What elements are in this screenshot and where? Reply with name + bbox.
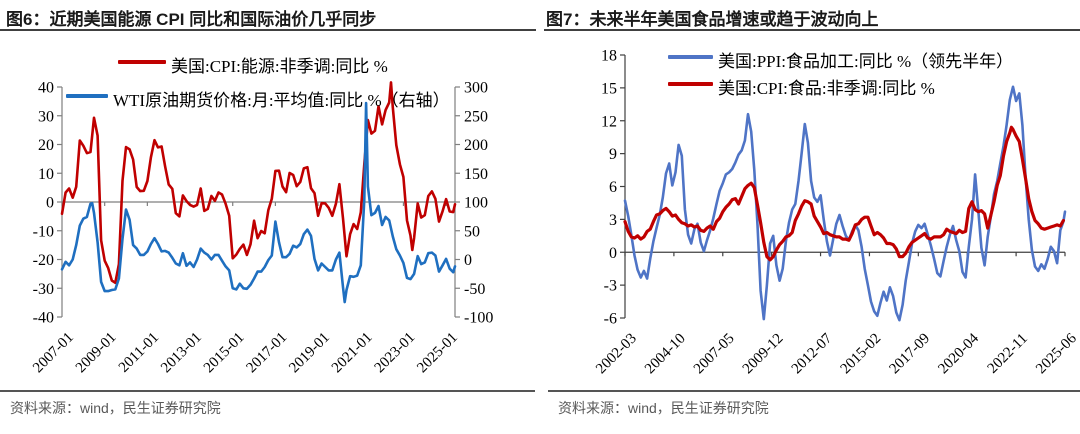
y-axis-left-label: 30 <box>38 108 54 125</box>
y-axis-left-label: 40 <box>38 80 54 97</box>
series-line-1 <box>623 125 1065 262</box>
figure6-legend-label-wti: WTI原油期货价格:月:平均值:同比 %（右轴） <box>113 91 450 110</box>
x-tick-label: 2007-05 <box>691 331 738 378</box>
y-axis-right-label: 50 <box>464 223 480 240</box>
figure7-panel: 图7：未来半年美国食品增速或趋于波动向上 2002-03 2004-10 2007-… <box>540 0 1080 434</box>
figure7-legend-label-cpi-food: 美国:CPI:食品:非季调:同比 % <box>718 79 935 98</box>
y-axis-right-label: 300 <box>464 80 488 97</box>
y-axis-right-label: 250 <box>464 108 488 125</box>
figure6-title-underline <box>0 29 536 31</box>
x-tick-label: 2022-11 <box>985 331 1031 377</box>
y-axis-left-label: 12 <box>601 113 617 130</box>
x-tick-label: 2012-07 <box>789 330 836 377</box>
x-tick-label: 2015-02 <box>838 331 885 378</box>
figure7-legend-line-red <box>668 82 713 86</box>
y-axis-right-label: 150 <box>464 166 488 183</box>
y-axis-left-label: 18 <box>601 48 617 65</box>
y-axis-left-label: 0 <box>609 245 617 262</box>
x-tick-label: 2020-04 <box>935 330 982 377</box>
figure7-source-note: 资料来源：wind，民生证券研究院 <box>558 400 769 416</box>
series-line-1 <box>60 101 457 304</box>
x-tick-label: 2004-10 <box>642 331 689 378</box>
y-axis-left-label: 3 <box>609 212 617 229</box>
y-axis-right-label: -50 <box>464 281 485 298</box>
figure6-legend-label-cpi-energy: 美国:CPI:能源:非季调:同比 % <box>171 57 388 76</box>
x-tick-label: 2011-01 <box>116 330 162 376</box>
figure7-legend-line-blue <box>668 55 713 59</box>
figure7-line-chart: 2002-03 2004-10 2007-05 2009-12 2012-07 2015-… <box>593 48 1080 378</box>
y-axis-left-label: 0 <box>46 195 54 212</box>
y-axis-left-label: 20 <box>38 137 54 154</box>
y-axis-right-label: 100 <box>464 195 488 212</box>
y-axis-left-label: -6 <box>604 311 617 328</box>
y-axis-left-label: 15 <box>601 80 617 97</box>
figure7-legend-label-ppi-food: 美国:PPI:食品加工:同比 %（领先半年） <box>718 52 1014 71</box>
y-axis-left-label: -40 <box>33 310 54 327</box>
x-tick-label: 2007-01 <box>30 330 77 377</box>
figure6-source-note: 资料来源：wind，民生证券研究院 <box>10 400 221 416</box>
figure6-source-rule <box>0 390 535 392</box>
x-tick-label: 2023-01 <box>372 330 419 377</box>
y-axis-left-label: 9 <box>609 146 617 163</box>
y-axis-left-label: 10 <box>38 166 54 183</box>
x-tick-label: 2025-06 <box>1033 330 1080 377</box>
x-tick-label: 2009-12 <box>740 331 787 378</box>
x-tick-label: 2025-01 <box>414 330 461 377</box>
figure6-legend-line-blue <box>66 94 108 98</box>
x-tick-label: 2021-01 <box>329 330 376 377</box>
y-axis-left-label: -30 <box>33 281 54 298</box>
figure6-line-chart: 2007-012009-012011-012013-012015-012017-… <box>30 80 493 377</box>
figure6-legend-line-red <box>118 60 166 64</box>
x-tick-label: 2013-01 <box>158 330 205 377</box>
y-axis-left-label: -10 <box>33 223 54 240</box>
figure6-title: 图6：近期美国能源 CPI 同比和国际油价几乎同步 <box>6 10 377 29</box>
series-line-0 <box>60 81 457 285</box>
series-line-0 <box>623 85 1067 322</box>
figure7-title-underline <box>544 29 1080 31</box>
y-axis-right-label: 0 <box>464 252 472 269</box>
x-tick-label: 2015-01 <box>201 330 248 377</box>
x-tick-label: 2002-03 <box>593 331 640 378</box>
y-axis-left-label: -20 <box>33 252 54 269</box>
x-tick-label: 2009-01 <box>73 330 120 377</box>
figure7-source-rule <box>548 390 1080 392</box>
y-axis-right-label: -100 <box>464 310 493 327</box>
x-tick-label: 2017-09 <box>886 331 933 378</box>
x-tick-label: 2019-01 <box>286 330 333 377</box>
figure6-panel: 图6：近期美国能源 CPI 同比和国际油价几乎同步 2007-01 2009-01… <box>0 10 536 416</box>
y-axis-right-label: 200 <box>464 137 488 154</box>
figure7-title: 图7：未来半年美国食品增速或趋于波动向上 <box>546 10 879 29</box>
y-axis-left-label: -3 <box>604 278 617 295</box>
x-tick-label: 2017-01 <box>244 330 291 377</box>
y-axis-left-label: 6 <box>609 179 617 196</box>
